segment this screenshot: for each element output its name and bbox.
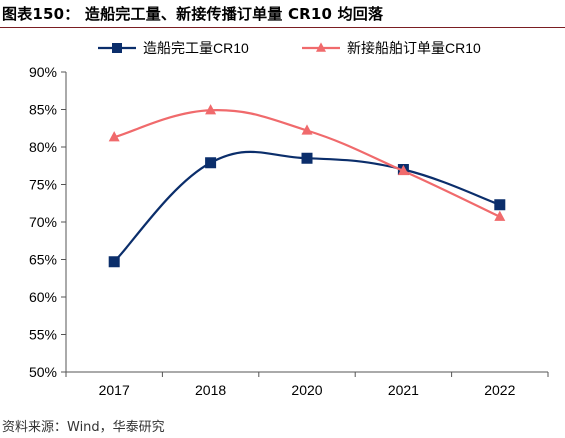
- x-tick-label: 2017: [99, 382, 130, 398]
- y-tick-label: 50%: [29, 364, 57, 380]
- data-point: [494, 199, 506, 211]
- y-tick-label: 85%: [29, 102, 57, 118]
- chart-series: [108, 104, 506, 268]
- x-tick-label: 2021: [388, 382, 419, 398]
- legend-marker: [112, 43, 122, 53]
- data-point: [205, 157, 217, 169]
- series-2: [108, 104, 506, 221]
- data-point: [397, 164, 409, 176]
- y-tick-label: 75%: [29, 177, 57, 193]
- chart-axes: [61, 71, 549, 377]
- y-tick-label: 90%: [29, 64, 57, 80]
- data-point: [205, 104, 217, 115]
- title-divider: [0, 27, 565, 28]
- legend-item-1: 造船完工量CR10: [98, 40, 249, 56]
- data-point: [494, 210, 506, 221]
- x-tick-label: 2018: [195, 382, 226, 398]
- legend-label: 造船完工量CR10: [143, 40, 249, 56]
- y-tick-label: 65%: [29, 252, 57, 268]
- figure-title: 图表150： 造船完工量、新接传播订单量 CR10 均回落: [2, 5, 384, 23]
- legend-label: 新接船舶订单量CR10: [347, 40, 481, 56]
- x-tick-label: 2022: [484, 382, 515, 398]
- chart-legend: 造船完工量CR10 新接船舶订单量CR10: [98, 40, 481, 56]
- data-point: [301, 124, 313, 135]
- legend-marker: [316, 42, 326, 52]
- y-tick-label: 70%: [29, 214, 57, 230]
- x-tick-label: 2020: [291, 382, 322, 398]
- x-tick-labels: 2017 2018 2020 2021 2022: [99, 382, 516, 398]
- source-note: 资料来源：Wind，华泰研究: [2, 420, 165, 435]
- y-tick-label: 55%: [29, 327, 57, 343]
- data-point: [108, 131, 120, 142]
- y-tick-labels: 50% 55% 60% 65% 70% 75% 80% 85% 90%: [29, 64, 57, 380]
- data-point: [108, 256, 120, 268]
- line-chart: 50% 55% 60% 65% 70% 75% 80% 85% 90% 2017 2018 2020…: [29, 40, 549, 398]
- y-tick-label: 80%: [29, 139, 57, 155]
- legend-item-2: 新接船舶订单量CR10: [302, 40, 481, 56]
- data-point: [301, 152, 313, 164]
- series-1: [108, 150, 506, 268]
- series-line: [113, 150, 501, 263]
- y-tick-label: 60%: [29, 289, 57, 305]
